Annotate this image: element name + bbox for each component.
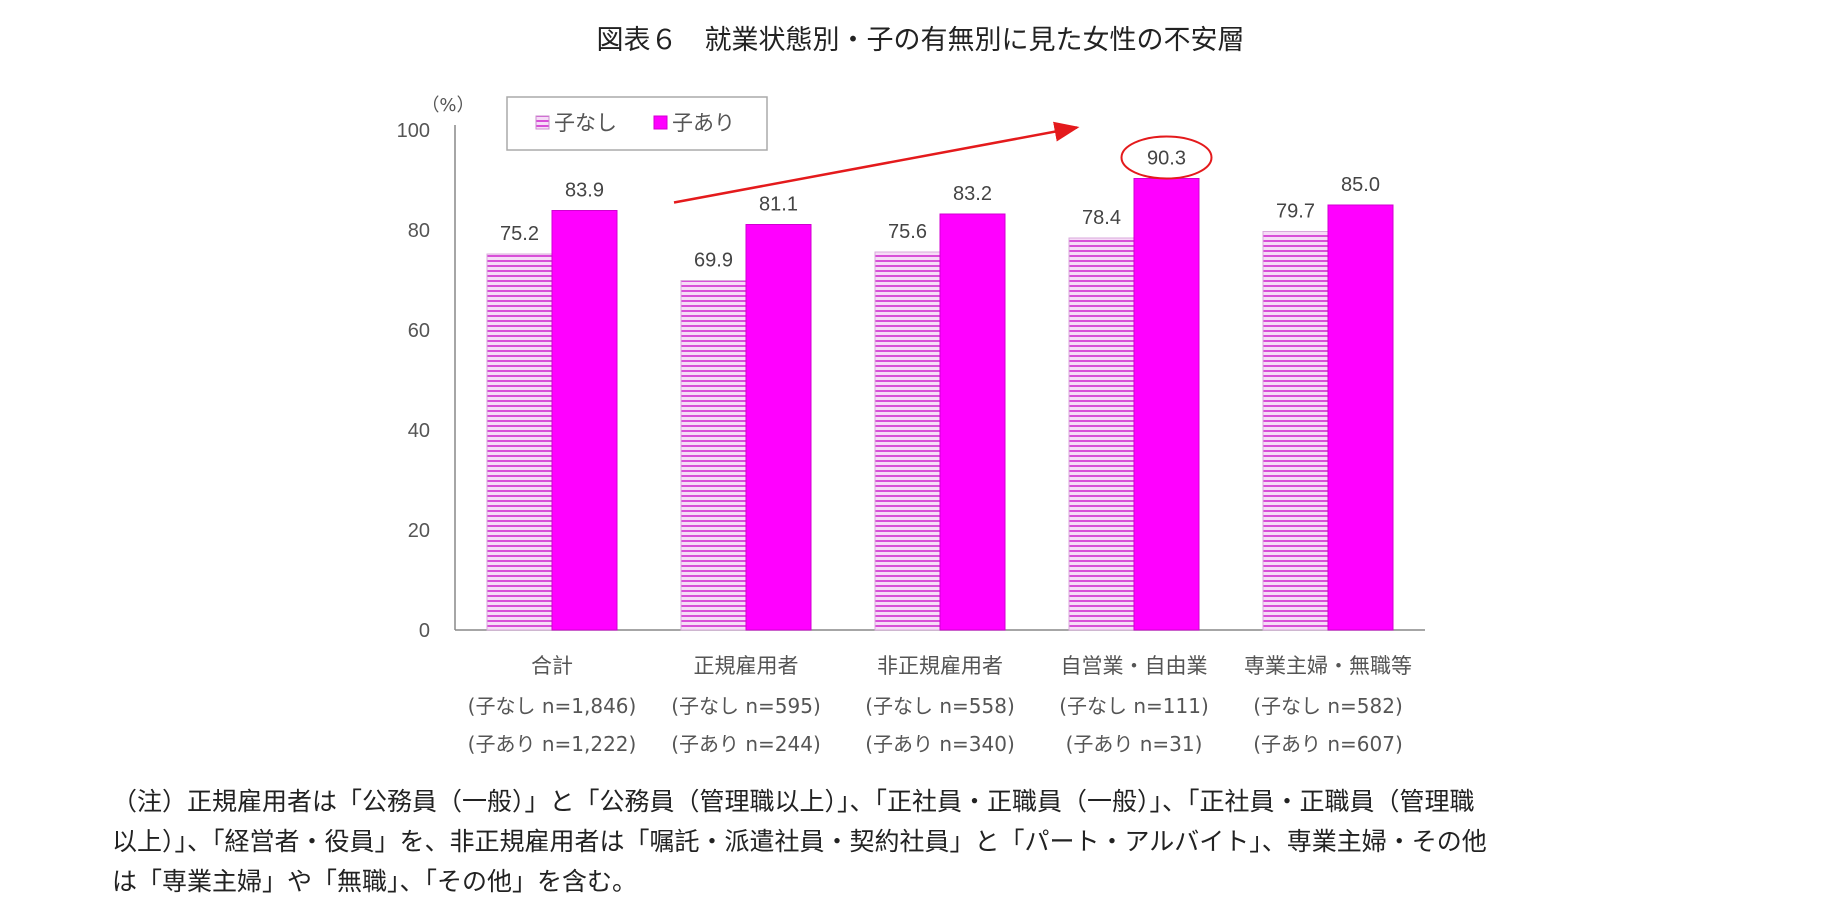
footnote-line: は「専業主婦」や「無職」、「その他」を含む。 — [112, 867, 638, 896]
y-tick-label: 40 — [408, 420, 430, 442]
data-label: 75.6 — [888, 221, 927, 243]
bar-chart: 0 20 40 60 80 100 （%） 合計 (子なし n=1,846) (子あり n=1,2… — [397, 95, 1425, 756]
x-sample-size-label: (子なし n=595) — [671, 694, 821, 718]
x-sample-size-label: (子なし n=1,846) — [468, 694, 637, 718]
y-tick-label: 80 — [408, 220, 430, 242]
x-sample-size-label: (子あり n=31) — [1066, 732, 1203, 756]
x-sample-size-label: (子あり n=244) — [671, 732, 821, 756]
y-tick-label: 0 — [419, 620, 430, 642]
data-label: 81.1 — [759, 194, 798, 216]
footnote-line: （注）正規雇用者は「公務員（一般）」と「公務員（管理職以上）」、「正社員・正職員… — [112, 787, 1475, 816]
x-sample-size-label: (子なし n=111) — [1059, 694, 1209, 718]
bar-no-children — [1068, 237, 1135, 631]
x-category-label: 正規雇用者 — [694, 654, 799, 678]
data-label: 85.0 — [1341, 174, 1380, 196]
x-sample-size-label: (子あり n=607) — [1253, 732, 1403, 756]
data-label: 83.9 — [565, 180, 604, 202]
data-label: 75.2 — [500, 223, 539, 245]
data-label: 79.7 — [1276, 201, 1315, 223]
legend-swatch — [653, 115, 668, 130]
x-category-label: 自営業・自由業 — [1061, 654, 1208, 678]
bar-with-children — [939, 213, 1006, 631]
data-label: 90.3 — [1147, 148, 1186, 170]
bar-no-children — [680, 280, 747, 631]
legend-box — [506, 96, 768, 151]
legend-swatch — [535, 115, 550, 130]
y-tick-label: 20 — [408, 520, 430, 542]
annotations — [673, 121, 1213, 204]
bar-with-children — [1133, 178, 1200, 631]
x-sample-size-label: (子あり n=1,222) — [468, 732, 637, 756]
x-category-label: 専業主婦・無職等 — [1244, 654, 1412, 678]
data-label: 69.9 — [694, 250, 733, 272]
x-category-label: 非正規雇用者 — [877, 654, 1003, 678]
data-label: 78.4 — [1082, 207, 1121, 229]
bar-no-children — [874, 251, 941, 631]
axes: 0 20 40 60 80 100 （%） 合計 (子なし n=1,846) (子あり n=1,2… — [397, 95, 1425, 756]
bar-with-children — [551, 210, 618, 631]
legend-label: 子なし — [554, 111, 617, 135]
bar-no-children — [1262, 231, 1329, 631]
x-category-label: 合計 — [531, 654, 573, 678]
data-label: 83.2 — [953, 183, 992, 205]
y-unit-label: （%） — [421, 95, 474, 116]
trend-arrow — [673, 121, 1080, 204]
x-sample-size-label: (子なし n=558) — [865, 694, 1015, 718]
bar-with-children — [1327, 204, 1394, 631]
legend: 子なし 子あり — [506, 96, 768, 151]
bar-with-children — [745, 224, 812, 631]
x-sample-size-label: (子なし n=582) — [1253, 694, 1403, 718]
highlight-circle — [1120, 135, 1213, 180]
y-tick-label: 100 — [397, 120, 430, 142]
x-sample-size-label: (子あり n=340) — [865, 732, 1015, 756]
data-labels: 75.2 83.9 69.9 81.1 75.6 83.2 78.4 90.3 79.7 85.0 — [500, 148, 1380, 272]
legend-label: 子あり — [672, 111, 735, 135]
bar-no-children — [486, 253, 553, 631]
footnote-line: 以上）」、「経営者・役員」を、非正規雇用者は「嘱託・派遣社員・契約社員」と「パー… — [112, 827, 1487, 856]
y-tick-label: 60 — [408, 320, 430, 342]
chart-title: 図表６ 就業状態別・子の有無別に見た女性の不安層 — [596, 25, 1245, 56]
bars — [486, 178, 1394, 631]
footnote: （注）正規雇用者は「公務員（一般）」と「公務員（管理職以上）」、「正社員・正職員… — [112, 782, 1752, 902]
